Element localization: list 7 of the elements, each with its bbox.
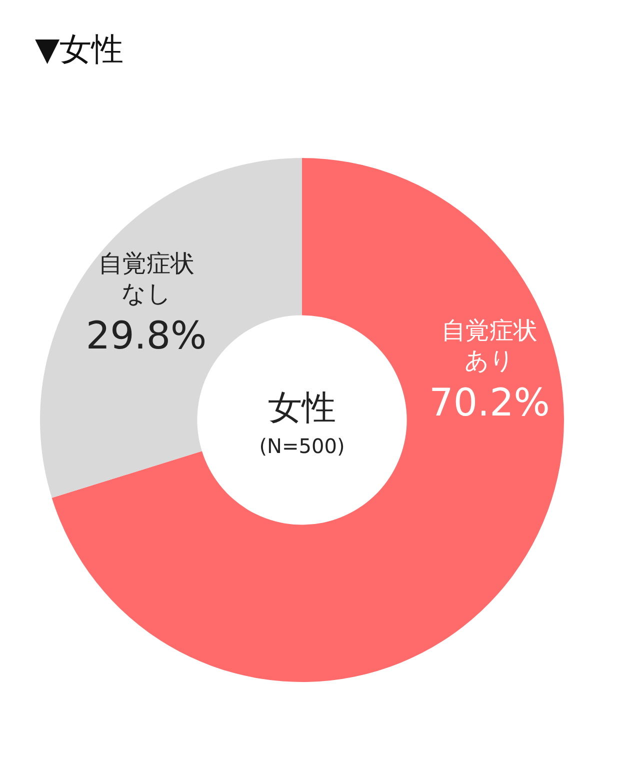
slice-label: 自覚症状なし <box>98 249 194 308</box>
chart-title: ▼女性 <box>35 30 124 68</box>
data-label: 29.8% <box>86 313 207 358</box>
data-label: 70.2% <box>429 380 550 425</box>
text: (N=500) <box>259 434 345 458</box>
slice-label: 自覚症状あり <box>442 316 538 375</box>
text: 女性 <box>268 388 336 428</box>
